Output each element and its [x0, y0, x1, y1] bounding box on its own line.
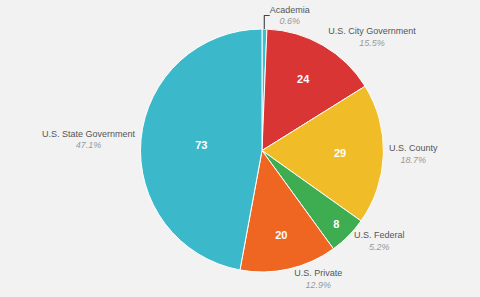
svg-text:U.S. City Government15.5%: U.S. City Government15.5% — [328, 26, 416, 48]
svg-text:U.S. State Government47.1%: U.S. State Government47.1% — [42, 129, 136, 151]
svg-text:Academia0.6%: Academia0.6% — [270, 5, 310, 27]
svg-text:U.S. Federal5.2%: U.S. Federal5.2% — [354, 230, 405, 252]
svg-text:24: 24 — [297, 73, 310, 85]
svg-text:U.S. County18.7%: U.S. County18.7% — [389, 143, 438, 165]
svg-text:8: 8 — [333, 218, 339, 230]
svg-text:20: 20 — [275, 229, 287, 241]
svg-text:U.S. Private12.9%: U.S. Private12.9% — [294, 268, 342, 290]
svg-text:73: 73 — [195, 139, 207, 151]
svg-text:29: 29 — [334, 147, 346, 159]
